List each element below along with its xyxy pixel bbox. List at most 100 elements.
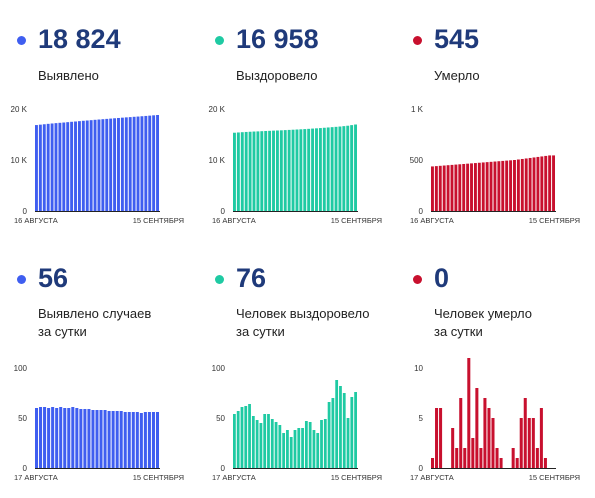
chart-bar <box>528 157 532 211</box>
chart-bar <box>497 161 501 211</box>
chart-bar <box>105 118 109 211</box>
total-detected-value: 18 824 <box>38 24 121 54</box>
chart-bar <box>66 122 70 211</box>
chart-bar <box>267 414 270 468</box>
chart-bar <box>293 430 297 468</box>
y-tick-label: 1 K <box>411 105 424 114</box>
chart-bar <box>54 123 58 211</box>
chart-bar <box>95 410 99 468</box>
chart-bar <box>286 430 289 468</box>
chart-bar <box>283 130 287 211</box>
y-tick-label: 0 <box>221 464 226 473</box>
chart-bar <box>263 414 267 468</box>
chart-bar <box>481 162 485 211</box>
series-dot <box>215 36 224 45</box>
y-tick-label: 100 <box>14 364 28 373</box>
chart-bar <box>46 123 50 211</box>
chart-bar <box>439 408 443 468</box>
chart-bar <box>327 402 331 468</box>
daily-recovered-label: Человек выздоровело за сутки <box>236 306 370 339</box>
y-tick-label: 10 K <box>209 156 226 165</box>
chart-bar <box>346 125 350 211</box>
x-end-label: 15 СЕНТЯБРЯ <box>529 473 580 482</box>
chart-bar <box>308 422 312 468</box>
chart-bar <box>509 160 513 211</box>
chart-bar <box>501 160 505 211</box>
chart-bar <box>307 128 311 211</box>
chart-bar <box>513 160 516 211</box>
series-dot <box>17 275 26 284</box>
chart-bar <box>87 409 91 468</box>
chart-bar <box>256 131 260 211</box>
chart-bar <box>543 458 547 468</box>
chart-bar <box>289 437 293 468</box>
y-tick-label: 0 <box>221 207 226 216</box>
chart-bar <box>107 411 111 468</box>
chart-bar <box>531 418 535 468</box>
chart-detected: 0 10 K 20 K 16 АВГУСТА 15 СЕНТЯБРЯ <box>11 105 184 225</box>
y-tick-label: 20 K <box>209 105 226 114</box>
chart-bar <box>536 156 540 211</box>
panel-detected: 18 824 Выявлено 0 10 K 20 K 16 АВГУСТА 15 СЕ… <box>0 0 190 250</box>
chart-bar <box>354 124 357 211</box>
chart-bar <box>483 398 487 468</box>
y-tick-label: 50 <box>18 414 27 423</box>
chart-bar <box>101 119 105 211</box>
chart-bar <box>535 448 539 468</box>
chart-bar <box>140 116 144 211</box>
chart-bar <box>233 132 236 211</box>
chart-bar <box>524 158 528 211</box>
chart-bar <box>117 117 120 211</box>
chart-bar <box>236 132 240 211</box>
chart-bar <box>462 163 466 211</box>
chart-bar <box>119 411 123 468</box>
chart-bar <box>127 412 131 468</box>
y-tick-label: 10 K <box>11 156 28 165</box>
total-deaths-value: 545 <box>434 24 480 54</box>
chart-bar <box>47 408 51 468</box>
panel-recovered: 16 958 Выздоровело 0 10 K 20 K 16 АВГУСТА 15… <box>198 0 388 250</box>
chart-bar <box>62 122 66 211</box>
chart-bar <box>93 119 97 211</box>
chart-bar <box>323 419 327 468</box>
y-tick-label: 5 <box>419 414 424 423</box>
chart-bar <box>236 411 240 468</box>
chart-bar <box>43 407 47 468</box>
chart-bar <box>342 126 346 211</box>
chart-bar <box>548 155 552 211</box>
chart-bar <box>342 393 346 468</box>
total-detected-label: Выявлено <box>38 68 99 83</box>
chart-recovered: 0 10 K 20 K 16 АВГУСТА 15 СЕНТЯБРЯ <box>209 105 382 225</box>
y-tick-label: 0 <box>419 464 424 473</box>
chart-bar <box>63 408 67 468</box>
chart-bar <box>489 161 493 211</box>
chart-bar <box>350 397 354 468</box>
chart-bar <box>435 408 439 468</box>
daily-recovered-value: 76 <box>236 263 267 293</box>
chart-bar <box>115 411 119 468</box>
chart-bar <box>144 115 148 211</box>
chart-bar <box>491 418 495 468</box>
chart-bar <box>99 410 103 468</box>
chart-bar <box>527 418 531 468</box>
x-start-label: 17 АВГУСТА <box>14 473 58 482</box>
chart-bar <box>89 120 93 211</box>
chart-bar <box>532 157 536 211</box>
chart-bar <box>259 423 263 468</box>
series-dot <box>215 275 224 284</box>
chart-bar <box>156 115 159 211</box>
chart-bar <box>322 127 326 211</box>
chart-bar <box>334 126 338 211</box>
chart-bar <box>255 420 259 468</box>
chart-bar <box>505 160 509 211</box>
chart-bar <box>320 420 323 468</box>
chart-bar <box>278 425 282 468</box>
chart-bar <box>77 121 81 211</box>
chart-bar <box>147 412 151 468</box>
y-tick-label: 10 <box>414 364 423 373</box>
chart-bar <box>39 407 43 468</box>
chart-bar <box>251 416 255 468</box>
chart-bar <box>326 127 330 211</box>
chart-bar <box>123 412 127 468</box>
y-tick-label: 20 K <box>11 105 28 114</box>
